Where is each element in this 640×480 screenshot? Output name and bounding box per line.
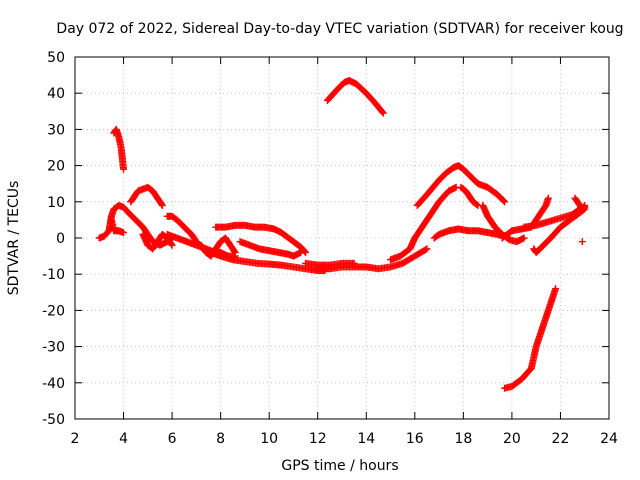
y-axis-label: SDTVAR / TECUs: [6, 181, 22, 296]
y-tick-label: 20: [47, 159, 65, 175]
arc-15-marker: [501, 198, 509, 206]
y-tick-label: -10: [42, 267, 65, 283]
arc-12-marker: [350, 259, 358, 267]
x-tick-label: 12: [309, 431, 327, 447]
x-tick-label: 14: [357, 431, 375, 447]
y-tick-label: -40: [42, 376, 65, 392]
y-tick-label: 30: [47, 122, 65, 138]
x-tick-label: 18: [454, 431, 472, 447]
arc-16-marker: [473, 201, 481, 209]
x-tick-label: 10: [260, 431, 278, 447]
y-tick-label: 0: [56, 231, 65, 247]
arc-10-marker: [301, 247, 309, 255]
y-tick-label: -50: [42, 412, 65, 428]
arc-15-marker: [500, 197, 508, 205]
x-tick-label: 16: [406, 431, 424, 447]
arc-10-marker: [302, 248, 310, 256]
arc-8-marker: [231, 248, 239, 256]
y-tick-label: -20: [42, 303, 65, 319]
x-tick-label: 22: [552, 431, 570, 447]
chart-title: Day 072 of 2022, Sidereal Day-to-day VTE…: [56, 21, 623, 37]
arc-20-marker: [544, 194, 552, 202]
data-points: [95, 77, 589, 392]
arc-11-marker: [422, 246, 430, 254]
arc-18-marker: [520, 234, 528, 242]
x-tick-label: 6: [168, 431, 177, 447]
arc-3-marker: [120, 229, 128, 237]
arc-4-marker: [158, 200, 166, 208]
y-tick-label: 50: [47, 50, 65, 66]
y-tick-label: -30: [42, 340, 65, 356]
x-tick-label: 20: [503, 431, 521, 447]
x-tick-label: 8: [216, 431, 225, 447]
arc-23-marker: [580, 203, 588, 211]
arc-11-marker: [423, 245, 431, 253]
outlier-marker: [578, 238, 586, 246]
arc-19-marker: [552, 285, 560, 293]
arc-13-marker: [379, 109, 387, 117]
arc-8-marker: [230, 247, 238, 255]
x-tick-label: 2: [71, 431, 80, 447]
x-tick-label: 24: [600, 431, 618, 447]
arc-4-marker: [158, 201, 166, 209]
arc-2-marker: [120, 165, 128, 173]
y-axis: -50 -40 -30 -20 -10 0 10 20 30 40 50: [42, 50, 609, 428]
arc-13-marker: [378, 108, 386, 116]
arc-23-marker: [581, 201, 589, 209]
x-axis-label: GPS time / hours: [281, 458, 398, 474]
arc-5-marker: [168, 241, 176, 249]
y-tick-label: 40: [47, 86, 65, 102]
x-axis: 2 4 6 8 10 12 14 16 18 20 22 24: [71, 57, 618, 447]
y-tick-label: 10: [47, 195, 65, 211]
arc-5-marker: [167, 240, 175, 248]
x-tick-label: 4: [119, 431, 128, 447]
